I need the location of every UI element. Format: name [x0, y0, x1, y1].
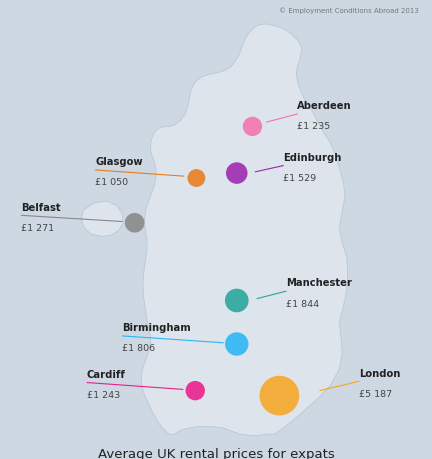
Text: £1 806: £1 806: [122, 344, 156, 353]
Text: Glasgow: Glasgow: [95, 157, 143, 167]
Point: [233, 170, 240, 177]
Text: Average UK rental prices for expats: Average UK rental prices for expats: [98, 447, 334, 459]
Text: © Employment Conditions Abroad 2013: © Employment Conditions Abroad 2013: [279, 7, 419, 14]
Polygon shape: [141, 25, 348, 436]
Text: £1 243: £1 243: [87, 390, 120, 399]
Text: Manchester: Manchester: [286, 278, 352, 288]
Point: [233, 341, 240, 348]
Point: [233, 297, 240, 304]
Point: [192, 387, 199, 394]
Point: [131, 219, 138, 227]
Text: £1 050: £1 050: [95, 178, 128, 187]
Text: £5 187: £5 187: [359, 389, 392, 398]
Text: London: London: [359, 368, 400, 378]
Text: £1 235: £1 235: [297, 122, 330, 131]
Text: Cardiff: Cardiff: [87, 369, 126, 379]
Point: [249, 123, 256, 131]
Text: Birmingham: Birmingham: [122, 323, 191, 332]
Point: [193, 175, 200, 182]
Text: Aberdeen: Aberdeen: [297, 101, 352, 111]
Polygon shape: [81, 202, 124, 237]
Text: £1 271: £1 271: [21, 223, 54, 232]
Text: Edinburgh: Edinburgh: [283, 152, 342, 162]
Text: £1 844: £1 844: [286, 299, 319, 308]
Point: [276, 392, 283, 399]
Text: Belfast: Belfast: [21, 202, 61, 212]
Text: £1 529: £1 529: [283, 174, 317, 183]
